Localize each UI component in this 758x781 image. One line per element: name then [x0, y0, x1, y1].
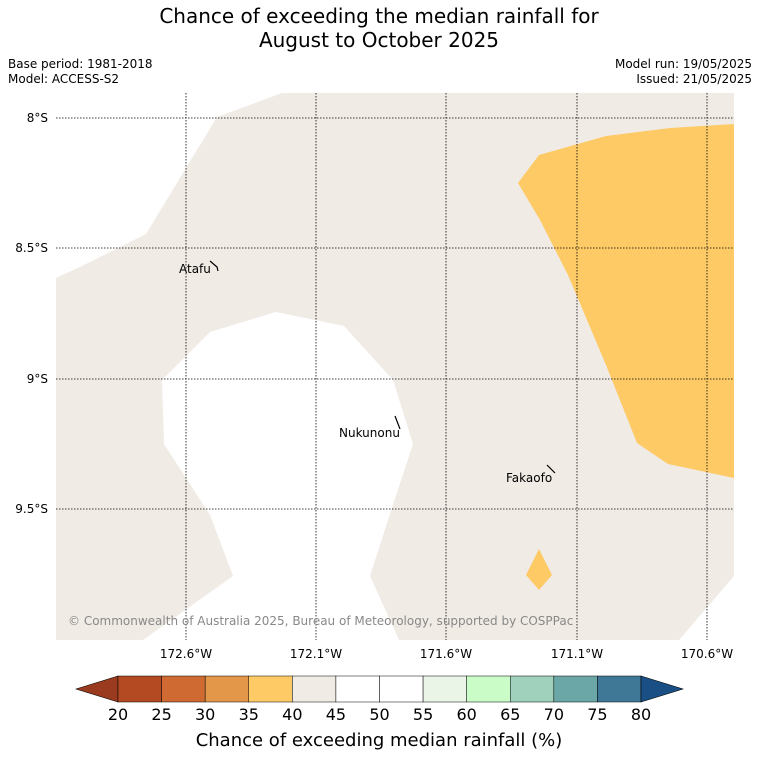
- model-run: Model run: 19/05/2025: [614, 57, 752, 71]
- colorbar-segment: [553, 675, 598, 703]
- colorbar-tick-label: 40: [282, 705, 303, 724]
- colorbar-segment: [422, 675, 467, 703]
- region-above-median-small: [526, 549, 552, 590]
- graticule: [56, 93, 734, 640]
- issued-date: Issued: 21/05/2025: [636, 72, 752, 86]
- lat-label-8s: 8°S: [26, 111, 48, 125]
- colorbar-segment: [248, 675, 293, 703]
- colorbar-tick-label: 75: [587, 705, 608, 724]
- colorbar-tick-label: 45: [325, 705, 347, 724]
- island-outlines: [209, 260, 556, 474]
- region-above-median-large: [518, 124, 734, 478]
- island-fakaofo: [546, 464, 556, 474]
- lat-label-9-5s: 9.5°S: [15, 502, 48, 516]
- colorbar-tick-label: 30: [194, 705, 216, 724]
- colorbar-label: Chance of exceeding median rainfall (%): [195, 730, 563, 751]
- colorbar-segment: [204, 675, 250, 703]
- colorbar-segment: [597, 675, 642, 703]
- colorbar-tick-label: 65: [500, 705, 521, 724]
- colorbar-segment: [510, 675, 555, 703]
- lon-label-172-6w: 172.6°W: [159, 647, 213, 661]
- place-label-fakaofo: Fakaofo: [506, 471, 553, 485]
- colorbar-tick-label: 20: [107, 705, 129, 724]
- colorbar: [74, 675, 685, 703]
- meta-right: Model run: 19/05/2025 Issued: 21/05/2025: [615, 57, 752, 87]
- colorbar-tick-label: 55: [412, 705, 434, 724]
- lat-label-8-5s: 8.5°S: [15, 241, 48, 255]
- island-nukunonu: [394, 415, 401, 430]
- colorbar-tick-label: 70: [543, 705, 565, 724]
- colorbar-segment: [117, 675, 162, 703]
- meta-left: Base period: 1981-2018 Model: ACCESS-S2: [8, 57, 153, 87]
- lon-label-171-6w: 171.6°W: [419, 647, 473, 661]
- base-period: Base period: 1981-2018: [8, 57, 153, 71]
- colorbar-segment: [292, 675, 337, 703]
- title-line-2: August to October 2025: [258, 28, 500, 52]
- place-label-nukunonu: Nukunonu: [339, 426, 400, 440]
- colorbar-over-arrow: [640, 675, 685, 703]
- colorbar-tick-label: 35: [238, 705, 259, 724]
- colorbar-segment: [379, 675, 424, 703]
- colorbar-segment: [161, 675, 206, 703]
- island-atafu: [209, 260, 219, 272]
- colorbar-tick-label: 25: [151, 705, 172, 724]
- lon-label-171-1w: 171.1°W: [550, 647, 604, 661]
- colorbar-segments: [117, 675, 642, 703]
- lat-label-9s: 9°S: [26, 372, 48, 386]
- colorbar-under-arrow: [74, 675, 119, 703]
- chart-title: Chance of exceeding the median rainfall …: [0, 4, 758, 52]
- place-label-atafu: Atafu: [179, 262, 211, 276]
- colorbar-segment: [466, 675, 511, 703]
- lon-label-172-1w: 172.1°W: [289, 647, 343, 661]
- lon-label-170-6w: 170.6°W: [680, 647, 734, 661]
- colorbar-segment: [335, 675, 380, 703]
- title-line-1: Chance of exceeding the median rainfall …: [159, 4, 599, 28]
- model-name: Model: ACCESS-S2: [8, 72, 120, 86]
- colorbar-tick-label: 60: [456, 705, 477, 724]
- copyright-notice: © Commonwealth of Australia 2025, Bureau…: [68, 614, 574, 628]
- colorbar-tick-label: 80: [630, 705, 652, 724]
- colorbar-tick-label: 50: [369, 705, 390, 724]
